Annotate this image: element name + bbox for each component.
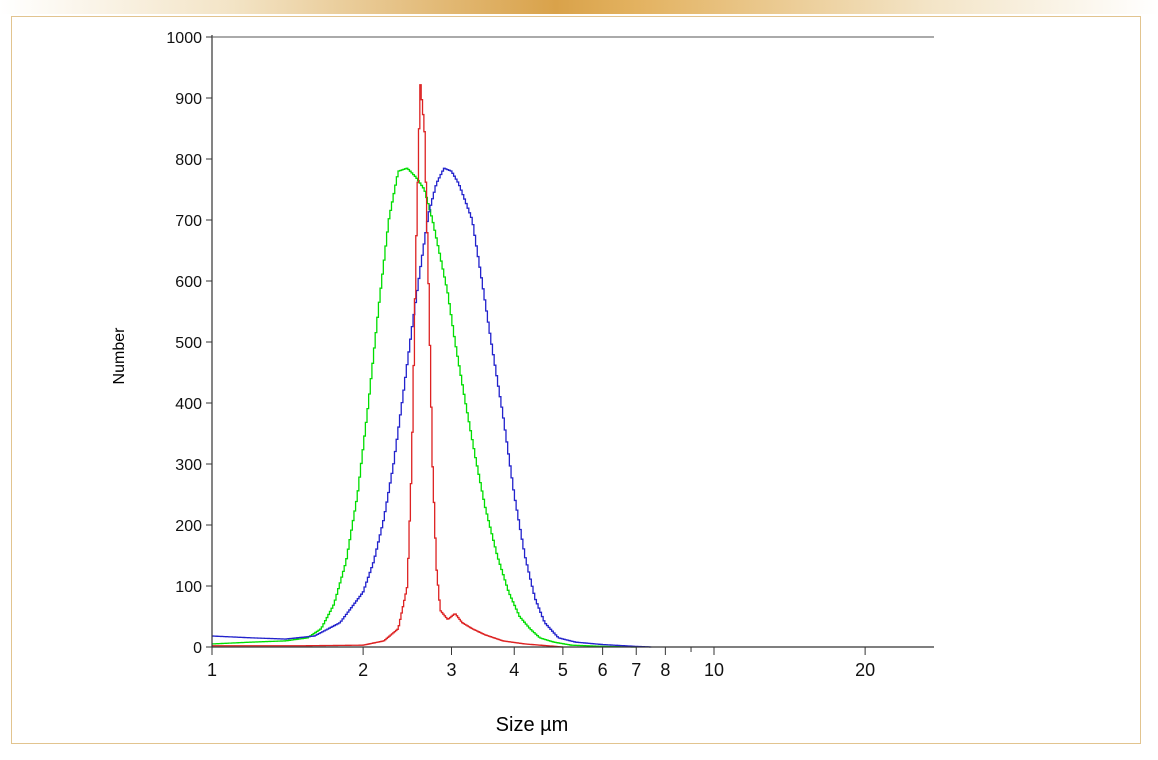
x-tick-label: 10 — [704, 660, 724, 680]
y-tick-label: 1000 — [166, 30, 202, 47]
x-axis-title: Size µm — [496, 714, 569, 736]
x-tick-label: 4 — [509, 660, 519, 680]
x-tick-label: 3 — [447, 660, 457, 680]
series-line-1 — [212, 167, 637, 648]
y-axis-title: Number — [111, 327, 128, 385]
x-tick-label: 6 — [598, 660, 608, 680]
top-decorative-band — [0, 0, 1158, 14]
y-tick-label: 300 — [175, 457, 202, 474]
y-tick-label: 500 — [175, 335, 202, 352]
series-line-3 — [212, 84, 563, 648]
y-tick-label: 800 — [175, 152, 202, 169]
figure-frame — [11, 16, 1141, 744]
x-tick-label: 20 — [855, 660, 875, 680]
y-axis-ticks: 0 100 200 300 400 500 600 700 800 900 1000 — [166, 30, 212, 657]
x-tick-label: 1 — [207, 660, 217, 680]
y-tick-label: 100 — [175, 579, 202, 596]
y-tick-label: 0 — [193, 640, 202, 657]
y-tick-label: 900 — [175, 91, 202, 108]
x-tick-label: 8 — [660, 660, 670, 680]
x-tick-label: 7 — [631, 660, 641, 680]
y-tick-label: 400 — [175, 396, 202, 413]
x-tick-label: 5 — [558, 660, 568, 680]
x-axis-ticks: 1 2 3 4 5 6 7 8 10 20 — [207, 647, 875, 680]
y-tick-label: 200 — [175, 518, 202, 535]
x-tick-label: 2 — [358, 660, 368, 680]
y-tick-label: 600 — [175, 274, 202, 291]
series-layer — [212, 84, 652, 648]
y-tick-label: 700 — [175, 213, 202, 230]
series-line-2 — [212, 167, 652, 648]
